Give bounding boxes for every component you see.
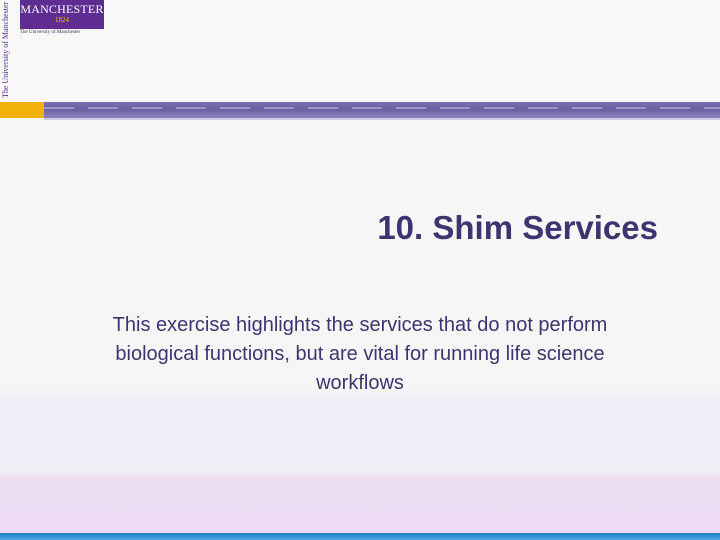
logo-year: 1824 — [55, 16, 69, 24]
logo-subtitle: The University of Manchester — [20, 30, 81, 35]
header-bar-shadow — [44, 118, 720, 120]
logo-vertical-text: The University of Manchester — [0, 2, 20, 100]
bottom-accent-stripe — [0, 533, 720, 540]
slide-title: 10. Shim Services — [377, 209, 658, 246]
university-logo: MANCHESTER 1824 — [20, 0, 104, 29]
logo-wordmark: MANCHESTER — [20, 2, 104, 16]
slide-subtitle: This exercise highlights the services th… — [112, 314, 608, 394]
logo-vertical-label: The University of Manchester — [1, 1, 10, 98]
header-bar — [44, 102, 720, 118]
gold-accent-block — [0, 102, 44, 118]
header-bar-dashes — [44, 107, 720, 109]
